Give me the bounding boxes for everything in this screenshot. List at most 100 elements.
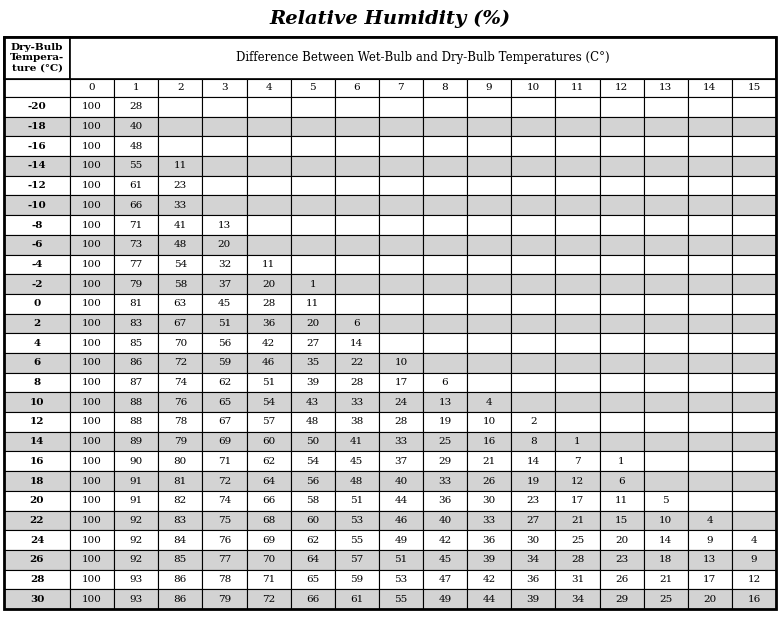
Bar	[379, 569, 423, 589]
Text: 8: 8	[441, 83, 448, 93]
Bar	[644, 97, 688, 117]
Text: 39: 39	[306, 378, 319, 387]
Bar	[511, 176, 555, 196]
Bar	[158, 136, 202, 156]
Bar	[114, 117, 158, 136]
Bar	[555, 589, 600, 609]
Text: 79: 79	[129, 280, 143, 289]
Bar	[423, 79, 467, 97]
Bar	[379, 235, 423, 255]
Bar	[291, 215, 335, 235]
Bar	[158, 79, 202, 97]
Bar	[291, 392, 335, 412]
Text: Relative Humidity (%): Relative Humidity (%)	[269, 10, 511, 28]
Bar	[511, 136, 555, 156]
Bar	[600, 589, 644, 609]
Text: 100: 100	[82, 398, 102, 407]
Bar	[732, 136, 776, 156]
Text: 33: 33	[174, 201, 187, 210]
Text: 100: 100	[82, 378, 102, 387]
Text: 60: 60	[262, 437, 275, 446]
Bar	[202, 530, 246, 550]
Bar	[70, 97, 114, 117]
Bar	[246, 333, 291, 353]
Text: 62: 62	[262, 457, 275, 466]
Bar	[70, 530, 114, 550]
Bar	[511, 156, 555, 176]
Text: 100: 100	[82, 122, 102, 131]
Text: -18: -18	[27, 122, 46, 131]
Bar	[114, 452, 158, 471]
Text: 38: 38	[350, 418, 363, 426]
Bar	[335, 215, 379, 235]
Bar	[202, 373, 246, 392]
Text: 31: 31	[571, 575, 584, 584]
Bar	[600, 79, 644, 97]
Text: 67: 67	[174, 319, 187, 328]
Text: 23: 23	[174, 181, 187, 190]
Bar	[379, 274, 423, 294]
Bar	[158, 373, 202, 392]
Bar	[423, 117, 467, 136]
Bar	[511, 97, 555, 117]
Bar	[158, 274, 202, 294]
Bar	[600, 176, 644, 196]
Bar	[70, 274, 114, 294]
Bar	[379, 176, 423, 196]
Bar	[423, 333, 467, 353]
Text: 25: 25	[571, 536, 584, 545]
Bar	[467, 510, 511, 530]
Text: 40: 40	[395, 476, 408, 486]
Bar	[423, 215, 467, 235]
Bar	[511, 117, 555, 136]
Bar	[467, 412, 511, 432]
Text: 6: 6	[353, 319, 360, 328]
Bar	[379, 313, 423, 333]
Text: 51: 51	[395, 555, 408, 565]
Text: 78: 78	[174, 418, 187, 426]
Bar	[688, 510, 732, 530]
Text: 13: 13	[704, 555, 717, 565]
Bar	[511, 491, 555, 510]
Text: 29: 29	[438, 457, 452, 466]
Text: 77: 77	[129, 260, 143, 269]
Bar	[379, 117, 423, 136]
Bar	[114, 79, 158, 97]
Bar	[335, 471, 379, 491]
Bar	[158, 176, 202, 196]
Text: 48: 48	[350, 476, 363, 486]
Bar	[246, 97, 291, 117]
Bar	[114, 412, 158, 432]
Text: 13: 13	[438, 398, 452, 407]
Bar	[644, 333, 688, 353]
Bar	[4, 156, 70, 176]
Bar	[467, 97, 511, 117]
Bar	[114, 569, 158, 589]
Bar	[114, 136, 158, 156]
Text: 29: 29	[615, 595, 628, 603]
Bar	[644, 79, 688, 97]
Bar	[202, 235, 246, 255]
Bar	[202, 550, 246, 569]
Bar	[732, 589, 776, 609]
Bar	[291, 550, 335, 569]
Text: 100: 100	[82, 339, 102, 347]
Text: 53: 53	[395, 575, 408, 584]
Bar	[423, 294, 467, 313]
Bar	[114, 333, 158, 353]
Text: 71: 71	[129, 220, 143, 230]
Text: 6: 6	[34, 358, 41, 367]
Text: 4: 4	[265, 83, 272, 93]
Text: 20: 20	[306, 319, 319, 328]
Bar	[70, 136, 114, 156]
Bar	[688, 215, 732, 235]
Bar	[600, 510, 644, 530]
Text: 91: 91	[129, 476, 143, 486]
Text: 90: 90	[129, 457, 143, 466]
Bar	[467, 274, 511, 294]
Text: 39: 39	[483, 555, 496, 565]
Text: 22: 22	[30, 516, 44, 525]
Bar	[158, 392, 202, 412]
Bar	[291, 196, 335, 215]
Text: 20: 20	[30, 496, 44, 505]
